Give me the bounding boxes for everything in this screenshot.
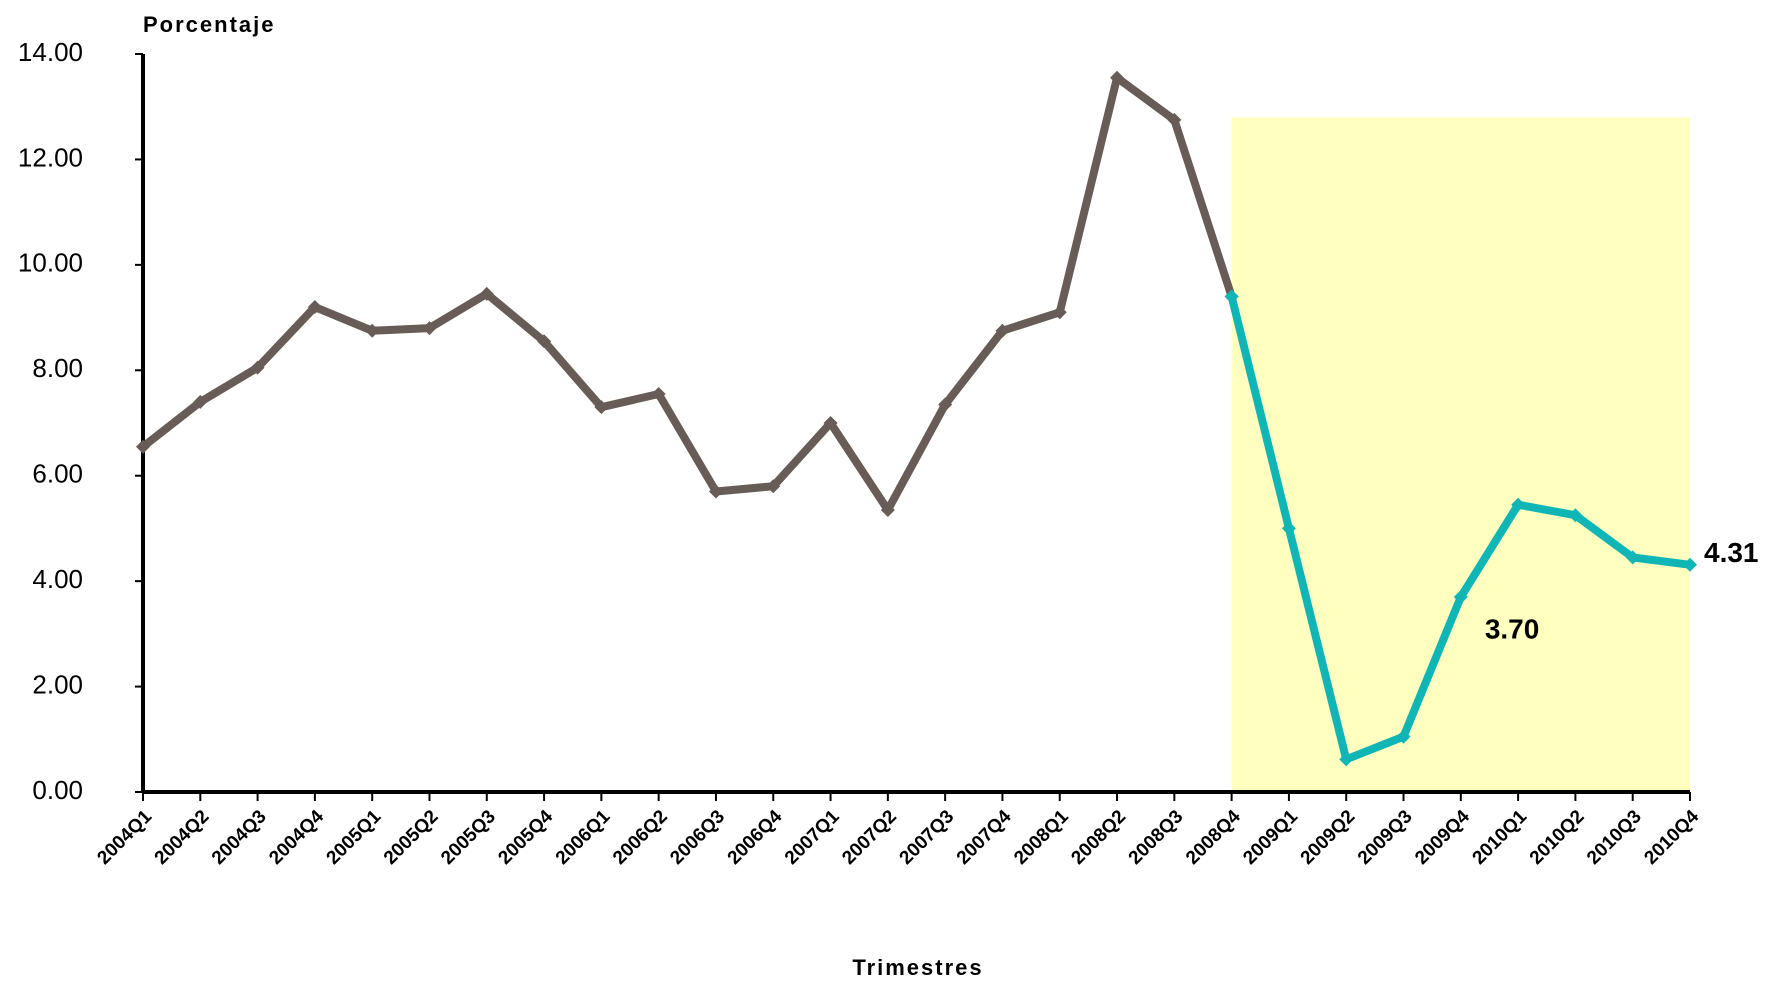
x-tick-label: 2007Q2 — [838, 806, 901, 869]
data-point — [479, 286, 494, 301]
data-point — [537, 334, 552, 349]
x-tick-label: 2004Q3 — [208, 806, 271, 869]
data-point — [193, 394, 208, 409]
data-point — [1625, 550, 1640, 565]
x-tick-label: 2010Q2 — [1526, 806, 1589, 869]
x-tick-label: 2009Q3 — [1354, 806, 1417, 869]
y-tick-label: 6.00 — [32, 459, 83, 489]
x-tick-label: 2006Q1 — [552, 806, 615, 869]
x-tick-label: 2009Q4 — [1411, 806, 1474, 869]
data-point — [823, 416, 838, 430]
x-tick-label: 2010Q1 — [1469, 806, 1532, 869]
y-tick-label: 8.00 — [32, 353, 83, 383]
x-tick-label: 2008Q2 — [1067, 806, 1130, 869]
data-point — [766, 479, 781, 494]
y-tick-label: 4.00 — [32, 564, 83, 594]
data-point — [1568, 508, 1583, 523]
x-tick-label: 2005Q2 — [380, 806, 443, 869]
data-point — [880, 502, 895, 517]
x-tick-label: 2010Q4 — [1640, 806, 1703, 869]
x-tick-label: 2005Q3 — [437, 806, 500, 869]
x-tick-label: 2008Q1 — [1010, 806, 1073, 869]
x-tick-label: 2007Q3 — [896, 806, 959, 869]
x-tick-label: 2004Q1 — [93, 806, 156, 869]
data-point — [365, 323, 380, 338]
y-tick-label: 14.00 — [18, 37, 83, 67]
y-axis-title: Porcentaje — [143, 12, 276, 37]
x-tick-label: 2005Q1 — [323, 806, 386, 869]
data-point — [250, 360, 265, 375]
x-tick-label: 2006Q3 — [666, 806, 729, 869]
y-tick-label: 10.00 — [18, 248, 83, 278]
value-label: 4.31 — [1704, 537, 1759, 568]
data-point — [1110, 70, 1125, 85]
x-axis-title: Trimestres — [852, 955, 983, 980]
y-tick-label: 12.00 — [18, 142, 83, 172]
data-point — [1167, 112, 1182, 127]
x-tick-label: 2009Q2 — [1297, 806, 1360, 869]
data-point — [1052, 305, 1067, 320]
data-point — [1396, 729, 1411, 744]
value-label: 3.70 — [1485, 613, 1540, 644]
data-point — [136, 439, 150, 454]
x-tick-label: 2009Q1 — [1239, 806, 1302, 869]
series-line — [140, 73, 1236, 514]
data-point — [1683, 557, 1697, 572]
data-point — [1224, 289, 1239, 304]
x-tick-label: 2008Q3 — [1125, 806, 1188, 869]
x-tick-label: 2008Q4 — [1182, 806, 1245, 869]
data-point — [708, 484, 723, 499]
x-tick-label: 2006Q4 — [724, 806, 787, 869]
data-point — [1453, 589, 1468, 604]
y-tick-label: 2.00 — [32, 669, 83, 699]
x-tick-label: 2006Q2 — [609, 806, 672, 869]
data-point — [422, 321, 437, 336]
highlight-region — [1231, 117, 1690, 792]
data-point — [995, 323, 1010, 338]
data-point — [1511, 497, 1526, 512]
x-tick-label: 2004Q2 — [151, 806, 214, 869]
data-point — [594, 400, 609, 415]
x-tick-label: 2007Q1 — [781, 806, 844, 869]
data-point — [1339, 752, 1354, 767]
x-tick-label: 2007Q4 — [953, 806, 1016, 869]
y-tick-label: 0.00 — [32, 775, 83, 805]
x-tick-label: 2004Q4 — [265, 806, 328, 869]
data-point — [1281, 521, 1296, 536]
x-tick-label: 2005Q4 — [494, 806, 557, 869]
data-point — [651, 387, 666, 402]
x-tick-label: 2010Q3 — [1583, 806, 1646, 869]
data-point — [307, 300, 322, 315]
data-point — [938, 397, 953, 412]
